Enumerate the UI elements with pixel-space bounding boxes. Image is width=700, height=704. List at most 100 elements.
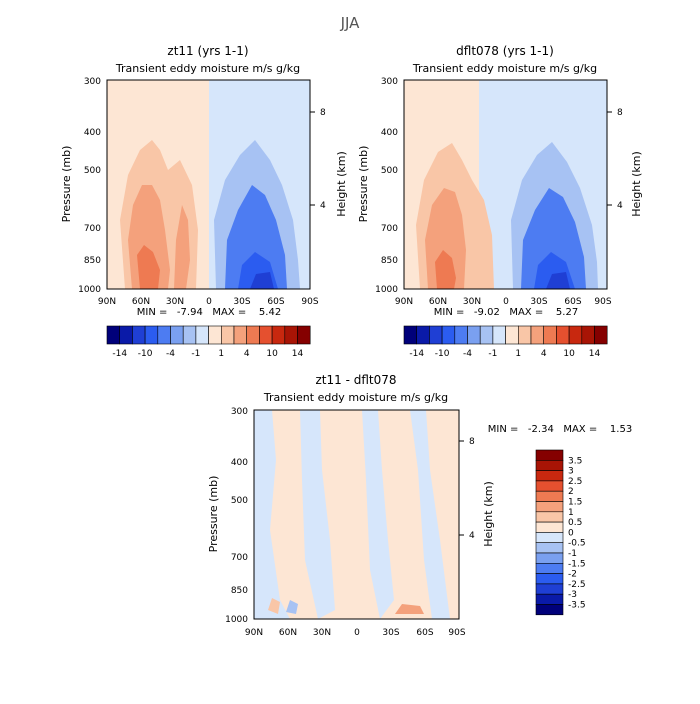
y-tick-label: 500: [84, 166, 101, 176]
panel-title: zt11 (yrs 1-1): [167, 44, 248, 58]
colorbar-swatch: [535, 562, 564, 574]
colorbar-swatch: [535, 573, 564, 585]
x-tick-label: 60S: [267, 297, 284, 307]
colorbar-swatch: [182, 325, 197, 345]
colorbar: -14 -10 -4 -1 1 4 10 14: [106, 325, 311, 359]
colorbar-label: 14: [589, 349, 601, 359]
plot-area: [106, 79, 311, 290]
y2-ticks: 8 4: [459, 437, 475, 541]
x-tick-label: 60N: [429, 297, 447, 307]
colorbar-swatch: [132, 325, 146, 345]
colorbar-swatch: [535, 532, 564, 544]
x-tick-label: 0: [206, 297, 212, 307]
colorbar-swatch: [454, 325, 468, 345]
colorbar-label: 1: [218, 349, 224, 359]
panel-dflt078: dflt078 (yrs 1-1) Transient eddy moistur…: [357, 44, 643, 359]
x-tick-label: 90N: [395, 297, 413, 307]
y-ticks: 300 400 500 700 850 1000: [375, 77, 398, 295]
colorbar-vertical: 3.532.521.510.50-0.5-1-1.5-2-2.5-3-3.5: [535, 449, 586, 616]
colorbar-swatch: [157, 325, 171, 345]
y-tick-label: 850: [231, 586, 248, 596]
colorbar-swatch: [403, 325, 417, 345]
contour-neg-4: [546, 272, 570, 289]
colorbar-swatch: [195, 325, 209, 345]
y2-tick-label: 4: [617, 201, 623, 211]
y-tick-label: 400: [381, 128, 398, 138]
y-tick-label: 700: [84, 224, 101, 234]
plot-frame: [403, 79, 608, 290]
y-tick-label: 700: [231, 553, 248, 563]
y-tick-label: 400: [231, 458, 248, 468]
x-tick-label: 90N: [98, 297, 116, 307]
y-tick-label: 850: [84, 256, 101, 266]
y2-tick-label: 4: [320, 201, 326, 211]
contour-pos-3: [435, 250, 456, 289]
colorbar-swatch: [144, 325, 159, 345]
colorbar-swatch: [429, 325, 443, 345]
colorbar-label: -2: [568, 570, 577, 580]
y-tick-label: 500: [231, 496, 248, 506]
x-ticks: 90N 60N 30N 0 30S 60S 90S: [395, 297, 612, 307]
colorbar-swatch: [297, 325, 311, 345]
x-tick-label: 60S: [564, 297, 581, 307]
colorbar-swatch: [568, 325, 583, 345]
colorbar-label: 14: [292, 349, 304, 359]
colorbar-label: -14: [409, 349, 424, 359]
colorbar-swatch: [535, 511, 564, 523]
y-tick-label: 850: [381, 256, 398, 266]
colorbar-swatch: [535, 449, 564, 461]
contour-pos-3: [137, 245, 160, 289]
colorbar-label: 3.5: [568, 456, 582, 466]
colorbar-swatch: [535, 459, 564, 471]
x-tick-label: 30S: [530, 297, 547, 307]
colorbar-label: 0: [568, 528, 574, 538]
colorbar-label: 0.5: [568, 518, 582, 528]
x-ticks: 90N 60N 30N 0 30S 60S 90S: [245, 628, 466, 638]
x-tick-label: 60S: [416, 628, 433, 638]
colorbar-label: -1: [191, 349, 200, 359]
y-axis-label: Pressure (mb): [357, 146, 370, 223]
colorbar-swatch: [271, 325, 286, 345]
x-tick-label: 30N: [166, 297, 184, 307]
colorbar-swatch: [594, 325, 608, 345]
colorbar-label: 10: [563, 349, 575, 359]
y-axis-label: Pressure (mb): [207, 476, 220, 553]
colorbar-label: -1: [568, 549, 577, 559]
stats-label: MIN = -9.02 MAX = 5.27: [434, 307, 578, 318]
colorbar-label: -0.5: [568, 539, 586, 549]
diff-neg-band: [300, 410, 335, 619]
y-tick-label: 1000: [78, 285, 101, 295]
y-tick-label: 300: [231, 407, 248, 417]
colorbar-swatch: [535, 593, 564, 605]
colorbar-swatch: [535, 552, 564, 564]
y-ticks: 300 400 500 700 850 1000: [78, 77, 101, 295]
y2-ticks: 8 4: [607, 108, 623, 211]
y-tick-label: 300: [381, 77, 398, 87]
x-tick-label: 0: [503, 297, 509, 307]
y2-tick-label: 8: [469, 437, 475, 447]
y2-ticks: 8 4: [310, 108, 326, 211]
y-tick-label: 500: [381, 166, 398, 176]
colorbar-swatch: [221, 325, 235, 345]
colorbar-label: -10: [435, 349, 450, 359]
colorbar: -14 -10 -4 -1 1 4 10 14: [403, 325, 608, 359]
y2-axis-label: Height (km): [482, 481, 495, 547]
colorbar-swatch: [119, 325, 133, 345]
panel-subtitle: Transient eddy moisture m/s g/kg: [115, 62, 300, 75]
panel-title: dflt078 (yrs 1-1): [456, 44, 554, 58]
x-tick-label: 90S: [448, 628, 465, 638]
colorbar-swatch: [479, 325, 494, 345]
diff-pos-spot: [268, 598, 280, 614]
panel-subtitle: Transient eddy moisture m/s g/kg: [412, 62, 597, 75]
contour-pos-4: [174, 205, 190, 289]
x-tick-label: 30S: [382, 628, 399, 638]
colorbar-swatch: [492, 325, 506, 345]
y2-axis-label: Height (km): [630, 151, 643, 217]
colorbar-swatch: [543, 325, 557, 345]
colorbar-swatch: [535, 501, 564, 513]
panel-difference: zt11 - dflt078 Transient eddy moisture m…: [207, 373, 632, 638]
diff-pos-spot: [395, 604, 424, 614]
colorbar-swatch: [535, 583, 564, 595]
colorbar-label: -4: [463, 349, 472, 359]
panel-zt11: zt11 (yrs 1-1) Transient eddy moisture m…: [60, 44, 348, 359]
